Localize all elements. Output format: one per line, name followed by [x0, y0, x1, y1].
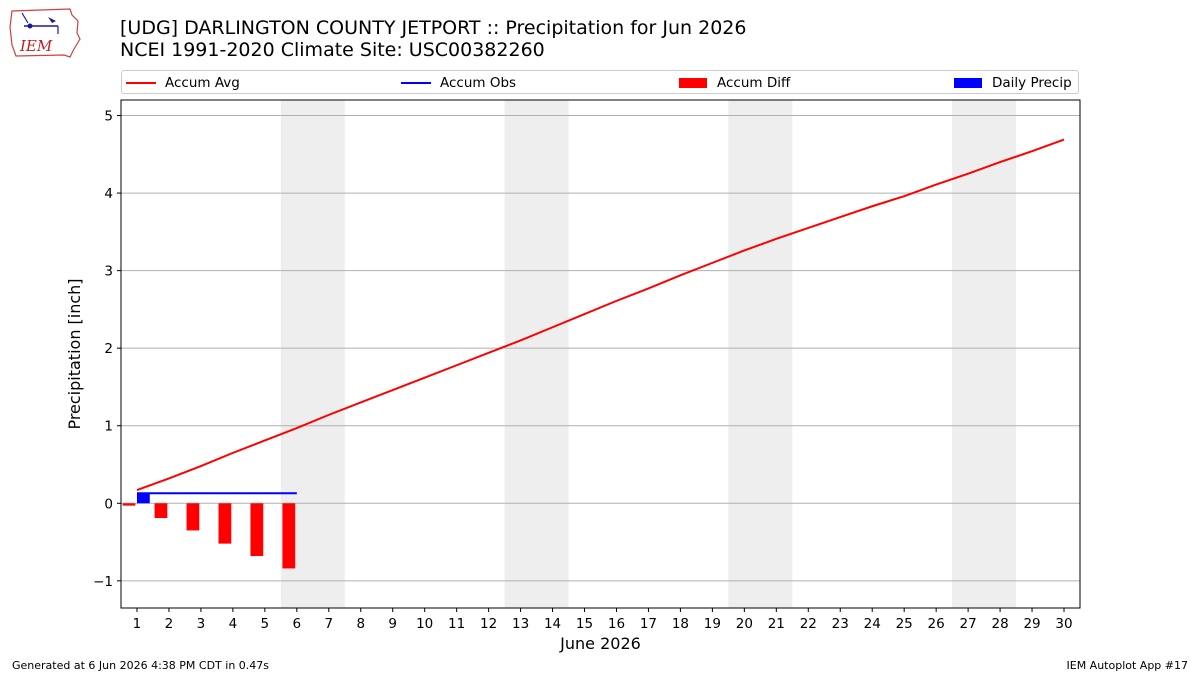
logo-text: IEM — [19, 37, 53, 55]
legend-label-accum-avg: Accum Avg — [165, 75, 240, 91]
x-tick-label: 11 — [448, 616, 465, 632]
x-tick-label: 10 — [416, 616, 433, 632]
x-tick-label: 16 — [608, 616, 625, 632]
accum-diff-bar — [218, 503, 232, 544]
legend-item-accum-avg: Accum Avg — [126, 71, 240, 95]
legend-swatch-accum-avg — [126, 82, 156, 84]
y-tick-label: 2 — [104, 341, 113, 357]
legend-label-accum-obs: Accum Obs — [440, 75, 517, 91]
legend-item-accum-obs: Accum Obs — [401, 71, 516, 95]
x-tick-label: 18 — [672, 616, 689, 632]
y-tick-label: 0 — [104, 496, 113, 512]
daily-precip-bar — [136, 493, 150, 504]
x-tick-label: 19 — [704, 616, 721, 632]
legend-label-daily-precip: Daily Precip — [992, 75, 1072, 91]
x-tick-label: 28 — [991, 616, 1008, 632]
x-tick-label: 20 — [736, 616, 753, 632]
x-tick-label: 23 — [832, 616, 849, 632]
legend: Accum Avg Accum Obs Accum Diff Daily Pre… — [121, 70, 1079, 94]
x-tick-label: 21 — [768, 616, 785, 632]
x-tick-label: 14 — [544, 616, 561, 632]
x-tick-label: 6 — [293, 616, 302, 632]
generated-timestamp: Generated at 6 Jun 2026 4:38 PM CDT in 0… — [12, 659, 270, 672]
iowa-outline-shape — [9, 8, 81, 58]
x-tick-label: 4 — [229, 616, 238, 632]
y-tick-label: 4 — [104, 186, 113, 202]
weekend-shade-1 — [504, 100, 569, 608]
chart-subtitle: NCEI 1991-2020 Climate Site: USC00382260 — [120, 39, 545, 61]
x-tick-label: 29 — [1023, 616, 1040, 632]
y-tick-label: 5 — [104, 109, 113, 125]
plot-frame — [120, 99, 1081, 609]
x-tick-label: 3 — [197, 616, 206, 632]
x-tick-label: 25 — [896, 616, 913, 632]
x-tick-label: 1 — [133, 616, 142, 632]
x-axis-label: June 2026 — [559, 634, 641, 653]
accum-diff-bar — [250, 503, 264, 557]
weekend-shade-2 — [728, 100, 793, 608]
accum-diff-bar — [186, 503, 200, 531]
x-tick-label: 5 — [261, 616, 270, 632]
accum-diff-bar — [122, 503, 136, 506]
x-tick-label: 26 — [928, 616, 945, 632]
x-tick-label: 24 — [864, 616, 881, 632]
x-tick-label: 17 — [640, 616, 657, 632]
autoplot-app-label: IEM Autoplot App #17 — [1066, 659, 1189, 672]
x-tick-label: 12 — [480, 616, 497, 632]
y-tick-label: 3 — [104, 264, 113, 280]
legend-swatch-daily-precip — [954, 78, 982, 88]
x-tick-label: 27 — [960, 616, 977, 632]
x-tick-label: 22 — [800, 616, 817, 632]
y-tick-label: −1 — [93, 574, 113, 590]
accum-avg-line — [136, 138, 1065, 492]
accum-diff-bar — [282, 503, 296, 569]
x-tick-label: 2 — [165, 616, 174, 632]
x-tick-label: 30 — [1055, 616, 1072, 632]
x-tick-label: 13 — [512, 616, 529, 632]
y-tick-label: 1 — [104, 419, 113, 435]
x-tick-label: 7 — [324, 616, 333, 632]
chart-title: [UDG] DARLINGTON COUNTY JETPORT :: Preci… — [120, 17, 747, 39]
legend-item-daily-precip: Daily Precip — [954, 71, 1072, 95]
legend-swatch-accum-diff — [679, 78, 707, 88]
weekend-shade-3 — [952, 100, 1017, 608]
legend-swatch-accum-obs — [401, 82, 431, 84]
accum-diff-bar — [154, 503, 168, 519]
legend-label-accum-diff: Accum Diff — [717, 75, 791, 91]
iem-logo: IEM — [9, 8, 81, 58]
legend-item-accum-diff: Accum Diff — [679, 71, 790, 95]
x-tick-label: 8 — [356, 616, 365, 632]
x-tick-label: 9 — [388, 616, 397, 632]
y-axis-label: Precipitation [inch] — [65, 278, 84, 429]
x-tick-label: 15 — [576, 616, 593, 632]
